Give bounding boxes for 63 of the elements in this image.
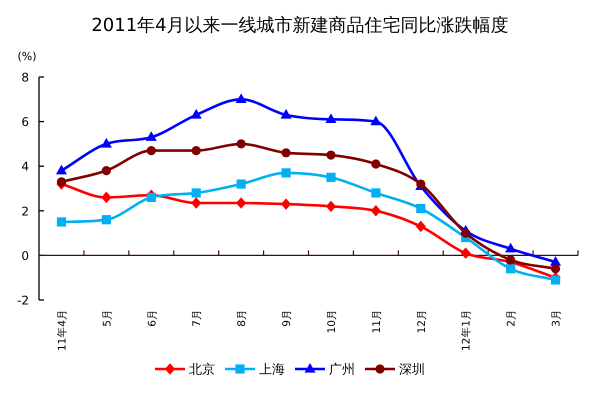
chart-title: 2011年4月以来一线城市新建商品住宅同比涨跌幅度	[91, 15, 509, 36]
point	[102, 166, 111, 176]
x-tick-label: 5月	[101, 309, 114, 327]
point	[236, 139, 246, 148]
y-tick-label: 4	[21, 160, 29, 174]
point	[370, 205, 381, 217]
x-tick-label: 12月	[416, 309, 428, 334]
point	[416, 220, 426, 232]
y-axis-title: (%)	[17, 50, 37, 63]
point	[506, 255, 516, 264]
point	[146, 131, 157, 141]
y-tick-label: 0	[21, 248, 29, 263]
y-tick-label: -2	[17, 294, 29, 308]
x-tick-label: 7月	[191, 309, 204, 327]
point	[236, 179, 246, 189]
point	[192, 188, 201, 198]
x-tick-label: 11月	[370, 309, 383, 334]
point	[370, 116, 382, 126]
legend-label: 广州	[329, 362, 355, 378]
point	[326, 200, 336, 212]
point	[56, 164, 67, 174]
point	[100, 138, 112, 148]
point	[101, 192, 112, 204]
point	[102, 215, 111, 224]
point	[56, 217, 66, 227]
point	[326, 172, 336, 182]
point	[281, 168, 291, 178]
point	[371, 159, 380, 169]
x-tick-label: 11年4月	[56, 309, 68, 352]
x-tick-label: 3月	[550, 309, 563, 327]
point	[281, 148, 291, 158]
point	[56, 177, 66, 186]
point	[325, 113, 336, 124]
point	[460, 247, 471, 259]
point	[146, 146, 156, 156]
point	[191, 197, 202, 209]
x-tick-label: 12年1月	[460, 309, 473, 352]
point	[550, 275, 560, 285]
point	[192, 146, 201, 156]
legend-label: 深圳	[399, 362, 425, 378]
point	[190, 108, 202, 119]
x-tick-label: 9月	[281, 309, 294, 327]
x-tick-label: 10月	[326, 309, 338, 334]
x-tick-label: 6月	[146, 309, 158, 327]
point	[236, 197, 246, 209]
x-tick-label: 8月	[236, 309, 248, 327]
point	[416, 204, 426, 214]
point	[505, 242, 516, 252]
x-tick-label: 2月	[506, 309, 518, 327]
y-tick-label: 6	[21, 115, 29, 130]
point	[236, 93, 247, 103]
legend-label: 北京	[189, 362, 215, 378]
y-tick-label: 8	[21, 70, 29, 84]
legend-label: 上海	[259, 362, 285, 378]
point	[506, 264, 516, 274]
point	[550, 264, 560, 274]
point	[280, 198, 292, 210]
point	[461, 228, 470, 238]
point	[280, 108, 292, 119]
y-tick-label: 2	[21, 204, 29, 218]
point	[371, 188, 380, 198]
point	[146, 192, 156, 202]
point	[326, 150, 336, 160]
